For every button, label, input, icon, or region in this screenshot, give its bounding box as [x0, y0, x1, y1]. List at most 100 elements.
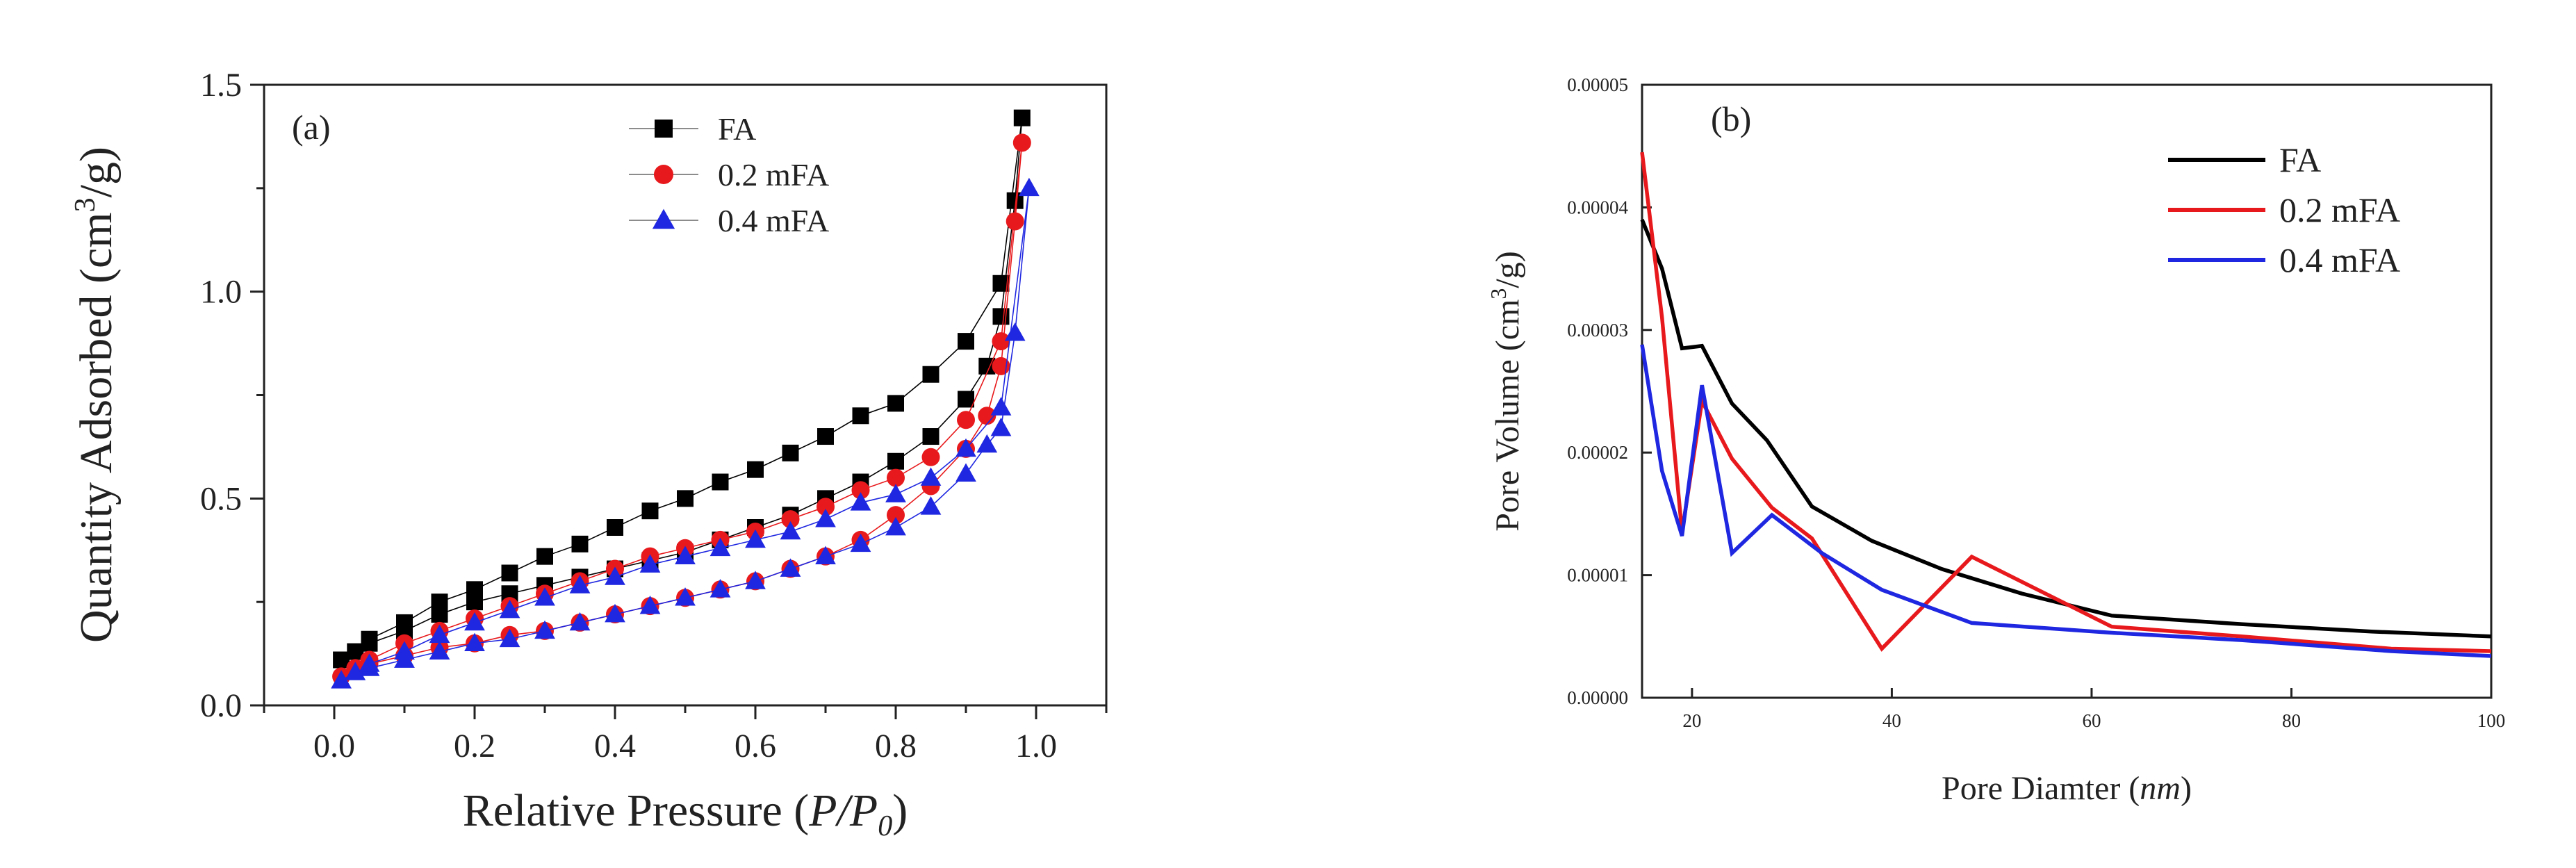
- y-tick-label-b: 0.00000: [1567, 687, 1628, 708]
- data-point-a: [781, 510, 800, 529]
- data-point-a: [1004, 322, 1026, 341]
- data-series-a: [331, 109, 1040, 689]
- data-point-a: [499, 628, 520, 648]
- series-line-b-0: [1640, 219, 2492, 639]
- data-point-a: [922, 428, 940, 445]
- data-point-a: [709, 537, 731, 557]
- data-point-a: [534, 620, 555, 639]
- data-point-a: [431, 593, 448, 611]
- chart-panel-a: 0.0 0.2 0.4 0.6 0.8 1.0 0.0 0.5 1.0 1.5 (a) FA 0.2…: [69, 67, 1108, 842]
- panel-label-a: (a): [292, 108, 331, 147]
- data-point-a: [887, 452, 904, 470]
- data-point-a: [780, 558, 801, 577]
- legend-marker-a: [655, 120, 673, 138]
- data-point-a: [887, 506, 905, 525]
- data-point-a: [817, 428, 834, 445]
- x-tick-label-b: 40: [1882, 710, 1901, 731]
- data-point-a: [817, 498, 835, 516]
- data-point-a: [394, 641, 415, 660]
- data-point-a: [745, 571, 766, 589]
- y-tick-label-b: 0.00005: [1567, 74, 1628, 95]
- data-point-a: [359, 653, 380, 672]
- y-tick-label-b: 0.00004: [1567, 197, 1628, 218]
- x-tick-label-b: 20: [1682, 710, 1701, 731]
- data-point-a: [429, 641, 450, 660]
- data-point-a: [534, 587, 555, 606]
- data-point-a: [850, 533, 871, 552]
- data-point-a: [782, 444, 799, 461]
- data-point-a: [990, 418, 1012, 436]
- data-point-a: [396, 614, 413, 631]
- data-series-b: [1640, 152, 2492, 658]
- data-point-a: [361, 630, 378, 648]
- data-point-a: [569, 612, 591, 631]
- data-point-a: [569, 575, 591, 593]
- data-point-a: [466, 581, 483, 598]
- data-point-a: [607, 519, 623, 537]
- plot-frame-a: [263, 83, 1108, 707]
- data-point-a: [1006, 212, 1024, 231]
- y-tick-label-a: 1.5: [200, 67, 242, 104]
- series-line-b-2: [1640, 344, 2492, 658]
- chart-panel-b: 20 40 60 80 100 0.00000 0.00001 0.00002 0.00003 0…: [1486, 74, 2505, 807]
- x-tick-label-a: 0.6: [735, 728, 776, 764]
- data-point-a: [815, 546, 836, 565]
- x-tick-label-b: 60: [2082, 710, 2101, 731]
- y-tick-label-a: 0.5: [200, 480, 242, 517]
- legend-label-a: 0.2 mFA: [718, 157, 829, 193]
- data-point-a: [1013, 109, 1031, 126]
- data-point-a: [1019, 177, 1040, 197]
- legend-b: FA 0.2 mFA 0.4 mFA: [2168, 140, 2400, 279]
- y-axis-title-b: Pore Volume (cm3/g): [1486, 251, 1526, 532]
- data-point-a: [885, 516, 906, 536]
- data-point-a: [958, 333, 974, 350]
- y-tick-label-a: 1.0: [200, 274, 242, 311]
- y-tick-label-b: 0.00003: [1567, 320, 1628, 341]
- y-tick-label-b: 0.00001: [1567, 565, 1628, 586]
- data-point-a: [920, 467, 942, 486]
- data-point-a: [745, 529, 766, 548]
- data-point-a: [958, 391, 974, 408]
- legend-label-b: FA: [2279, 140, 2321, 179]
- data-point-a: [677, 490, 694, 507]
- data-point-a: [675, 546, 696, 565]
- data-point-a: [921, 448, 940, 466]
- panel-label-b: (b): [1711, 99, 1751, 138]
- data-point-a: [605, 566, 625, 585]
- data-point-a: [780, 521, 801, 540]
- data-point-a: [955, 463, 976, 482]
- data-point-a: [639, 596, 661, 614]
- data-point-a: [747, 461, 764, 478]
- y-tick-label-a: 0.0: [200, 687, 242, 724]
- data-point-a: [675, 587, 696, 606]
- y-tick-label-b: 0.00002: [1567, 442, 1628, 463]
- data-point-a: [331, 670, 352, 689]
- data-point-a: [976, 434, 998, 453]
- data-point-a: [887, 468, 905, 487]
- data-point-a: [639, 554, 661, 573]
- data-point-a: [501, 564, 518, 582]
- x-axis-title-a: Relative Pressure (P/P0): [463, 785, 908, 842]
- data-point-a: [885, 484, 906, 502]
- data-point-a: [499, 599, 520, 619]
- data-point-a: [815, 508, 836, 527]
- data-point-a: [990, 397, 1012, 416]
- data-point-a: [464, 632, 485, 652]
- data-point-a: [978, 407, 996, 425]
- plot-frame-b: [1641, 83, 2493, 699]
- data-point-a: [536, 548, 553, 565]
- x-tick-label-a: 0.8: [875, 728, 917, 764]
- x-axis-title-b: Pore Diamter (nm): [1942, 770, 2192, 807]
- data-point-a: [955, 438, 976, 457]
- x-tick-label-a: 0.0: [313, 728, 355, 764]
- data-point-a: [712, 473, 729, 491]
- series-a-0: [333, 109, 1031, 669]
- legend-label-a: FA: [718, 111, 756, 147]
- data-point-a: [709, 579, 731, 598]
- x-tick-label-b: 80: [2282, 710, 2301, 731]
- data-point-a: [887, 395, 904, 412]
- data-point-a: [464, 612, 485, 631]
- legend-label-b: 0.4 mFA: [2279, 240, 2400, 279]
- data-point-a: [850, 492, 871, 511]
